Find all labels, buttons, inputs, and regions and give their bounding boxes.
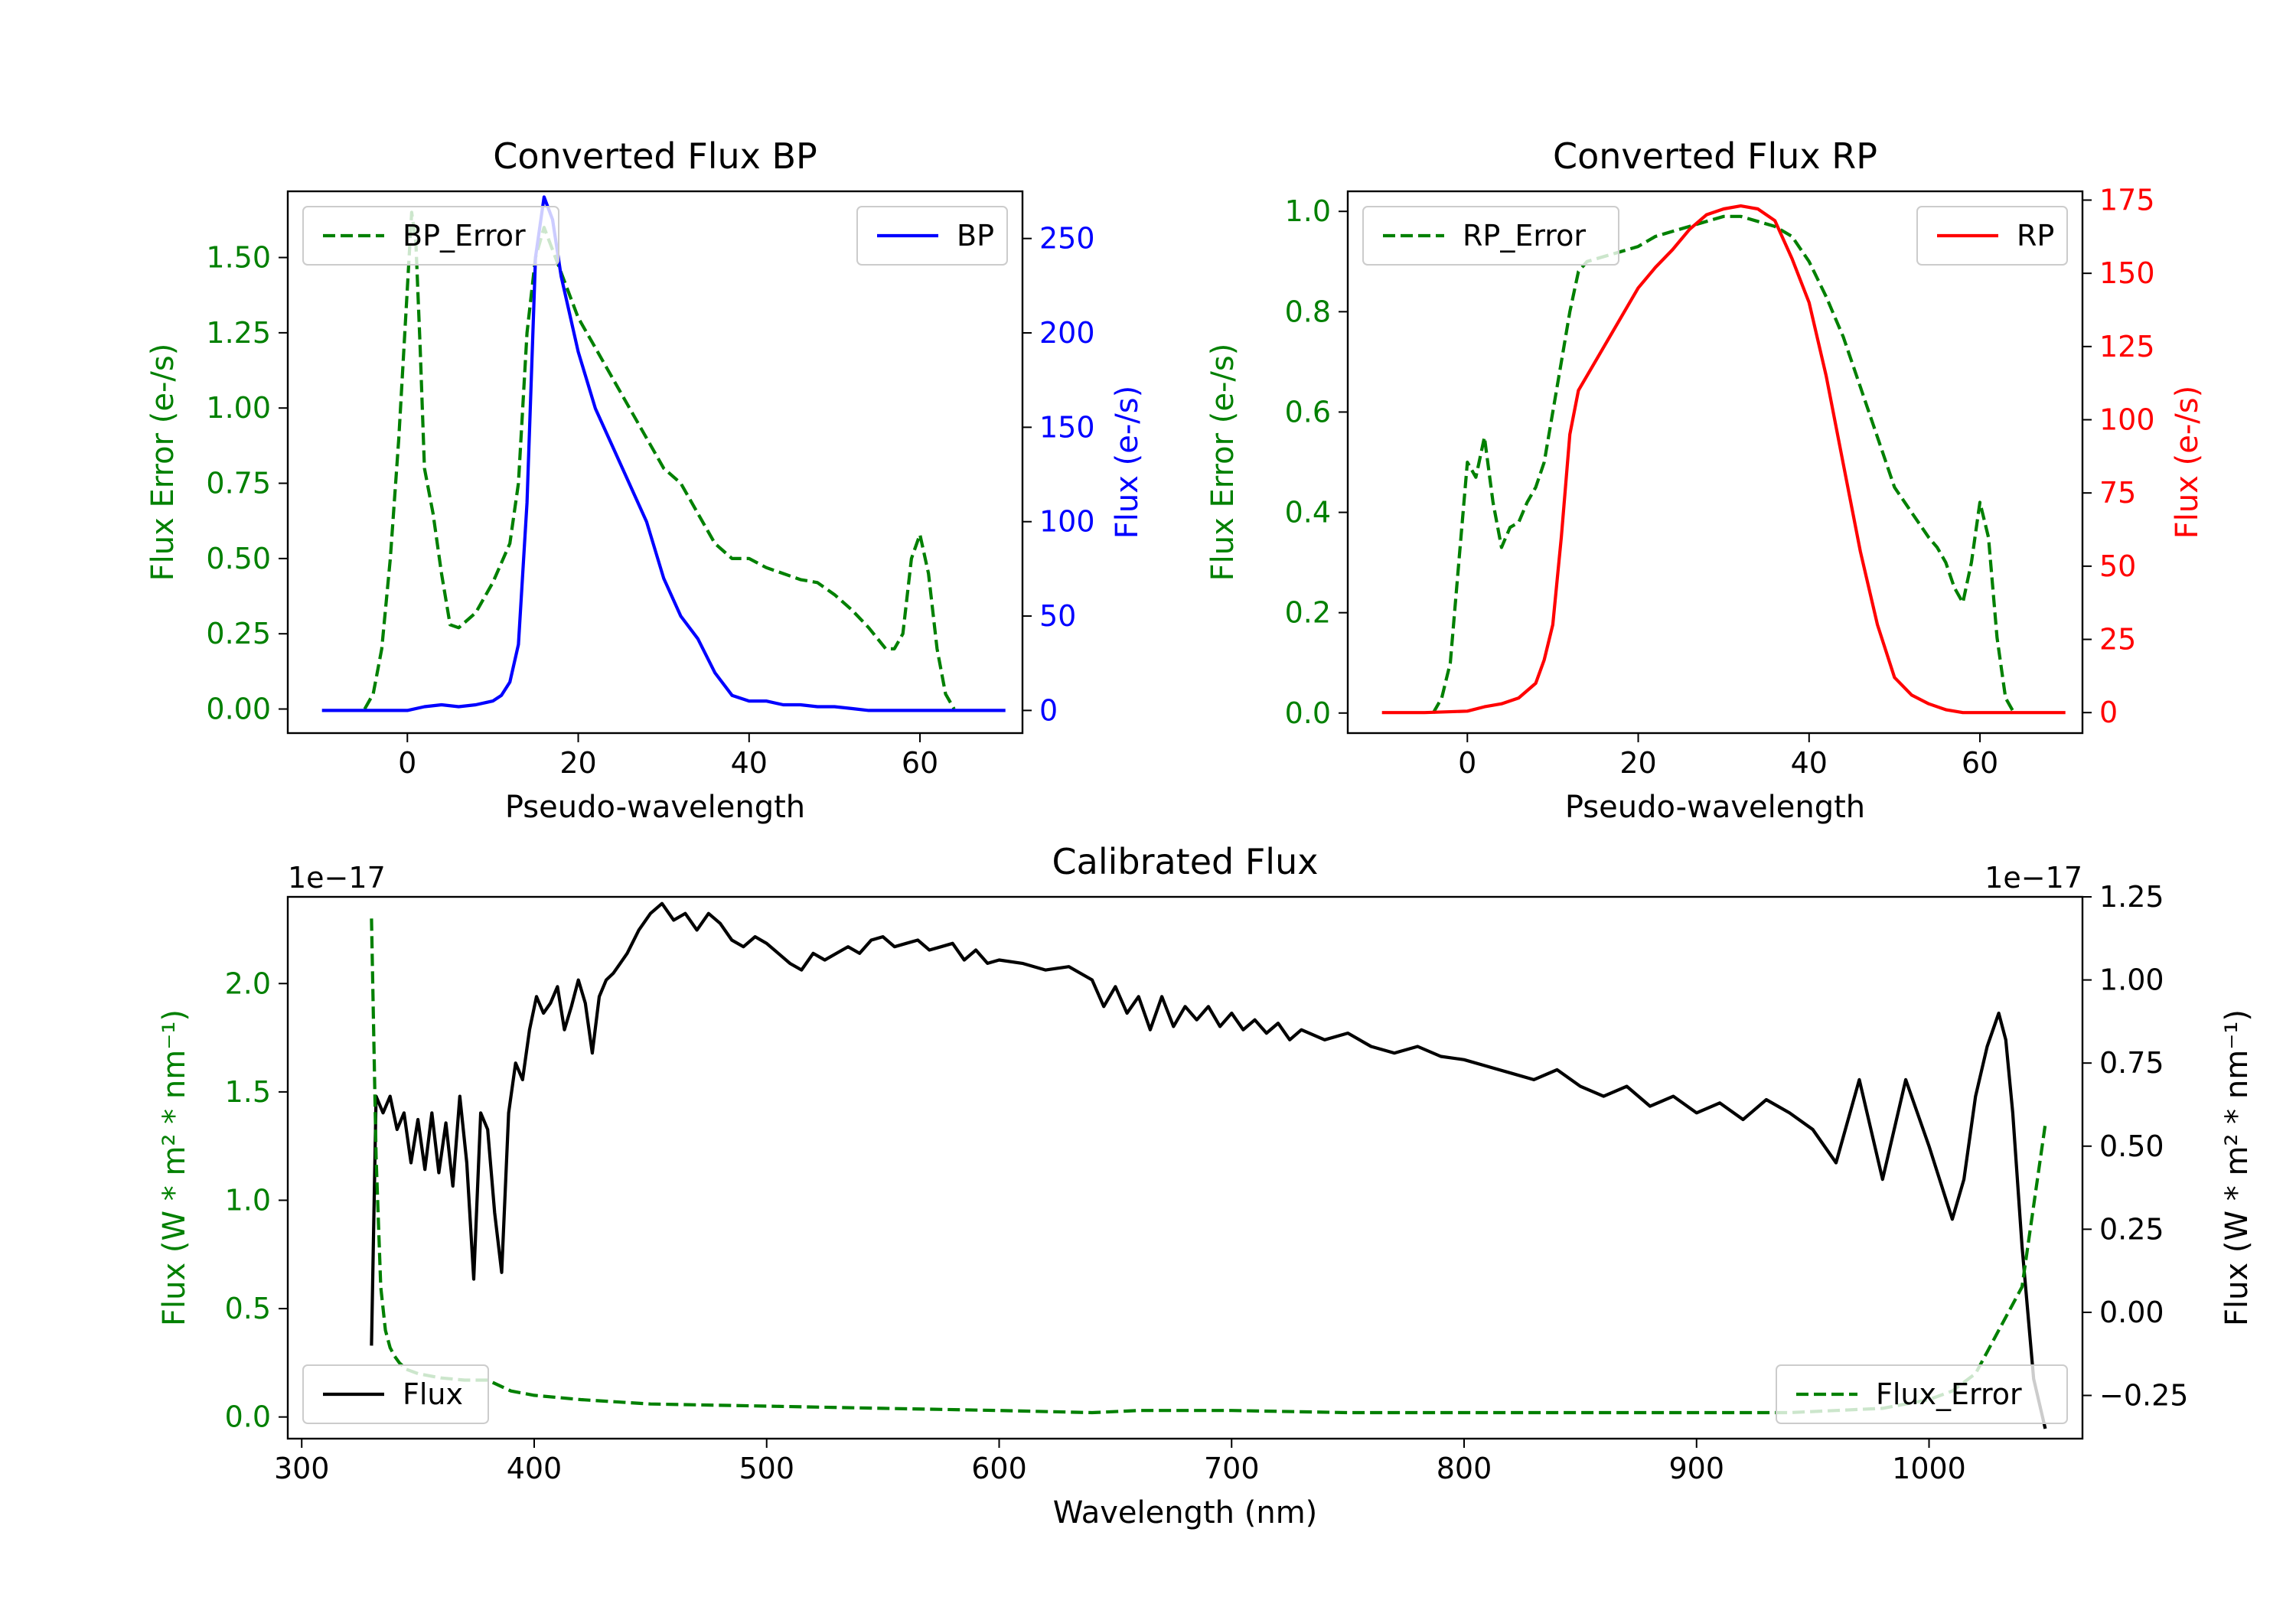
x-tick-label: 40 [731, 746, 768, 780]
x-tick-label: 400 [507, 1452, 563, 1485]
right-offset-label: 1e−17 [1985, 861, 2082, 895]
right-y-tick-label: 50 [1039, 599, 1076, 633]
plot-frame [1346, 190, 2084, 735]
chart-3: 300 400 500 600 700 800 900 1000 Wavelength (nm)… [157, 841, 2255, 1530]
legend-box [302, 206, 559, 266]
chart-2: 0 20 40 60 Pseudo-wavelength 0.0 0.2 0.4 0.6 0.8 1… [1205, 135, 2205, 825]
series-line-flux [370, 901, 2047, 1429]
x-tick-label: 500 [739, 1452, 794, 1485]
x-tick-label: 60 [902, 746, 938, 780]
right-y-tick-label: 25 [2099, 623, 2136, 657]
legend-rp: RP [1916, 206, 2068, 266]
right-y-axis-label: Flux (e-/s) [1110, 386, 1145, 539]
legend-label: RP_Error [1463, 219, 1586, 253]
left-y-tick-label: 0.0 [1285, 696, 1331, 730]
chart-title: Converted Flux BP [493, 135, 817, 177]
x-tick-label: 20 [559, 746, 596, 780]
left-y-tick-label: 0.6 [1285, 395, 1331, 429]
x-tick-label: 600 [971, 1452, 1027, 1485]
right-y-tick-label: 150 [1039, 410, 1095, 444]
x-tick-label: 40 [1791, 746, 1828, 780]
right-y-tick-label: 0.00 [2099, 1296, 2164, 1329]
x-tick-label: 20 [1619, 746, 1656, 780]
right-y-tick-label: 250 [1039, 222, 1095, 256]
right-y-tick-label: 175 [2099, 183, 2155, 217]
right-y-tick-label: −0.25 [2099, 1379, 2188, 1413]
left-y-axis-label: Flux Error (e-/s) [145, 344, 181, 582]
x-tick-label: 60 [1962, 746, 1998, 780]
right-y-tick-label: 0.75 [2099, 1046, 2164, 1080]
plot-frame [286, 895, 2084, 1440]
left-y-tick-label: 1.25 [206, 316, 271, 350]
left-y-tick-label: 0.4 [1285, 496, 1331, 530]
left-y-axis-label: Flux (W * m² * nm⁻¹) [157, 1009, 192, 1326]
legend-flux: Flux [302, 1364, 489, 1424]
series-line-flux-error [370, 918, 2047, 1415]
left-y-tick-label: 0.00 [206, 693, 271, 726]
legend-box [1776, 1364, 2068, 1424]
series-line-rp [1381, 204, 2066, 715]
left-y-tick-label: 0.50 [206, 542, 271, 575]
left-y-axis-label: Flux Error (e-/s) [1205, 344, 1241, 582]
legend-rp-error: RP_Error [1362, 206, 1619, 266]
x-axis-label: Pseudo-wavelength [505, 790, 805, 825]
left-y-tick-label: 1.0 [225, 1183, 271, 1217]
right-y-tick-label: 0 [1039, 693, 1058, 727]
right-y-tick-label: 75 [2099, 476, 2136, 510]
left-offset-label: 1e−17 [288, 861, 386, 895]
left-y-tick-label: 0.5 [225, 1292, 271, 1325]
legend-bp: BP [856, 206, 1008, 266]
plot-frame [286, 190, 1024, 735]
legend-box [1362, 206, 1619, 266]
legend-label: RP [2017, 219, 2054, 253]
right-y-axis-label: Flux (W * m² * nm⁻¹) [2219, 1009, 2255, 1326]
right-y-axis-label: Flux (e-/s) [2170, 386, 2205, 539]
legend-label: Flux_Error [1876, 1377, 2022, 1411]
series-line-bp [321, 195, 1006, 712]
x-tick-label: 700 [1204, 1452, 1260, 1485]
right-y-tick-label: 0.25 [2099, 1212, 2164, 1246]
x-axis-label: Wavelength (nm) [1053, 1495, 1318, 1530]
legend-label: BP [957, 219, 994, 253]
right-y-tick-label: 1.00 [2099, 963, 2164, 997]
x-tick-label: 900 [1668, 1452, 1724, 1485]
series-line-bp-error [363, 210, 956, 710]
right-y-tick-label: 125 [2099, 330, 2155, 363]
chart-1: 0 20 40 60 Pseudo-wavelength 0.00 0.25 0.50 0.75… [145, 135, 1145, 825]
chart-title: Calibrated Flux [1052, 841, 1319, 882]
x-tick-label: 1000 [1892, 1452, 1966, 1485]
left-y-tick-label: 0.25 [206, 617, 271, 650]
legend-flux-error: Flux_Error [1776, 1364, 2068, 1424]
legend-label: Flux [403, 1377, 463, 1411]
right-y-tick-label: 200 [1039, 316, 1095, 350]
series-line-rp-error [1431, 214, 2016, 714]
right-y-tick-label: 150 [2099, 256, 2155, 290]
left-y-tick-label: 1.5 [225, 1075, 271, 1109]
left-y-tick-label: 0.0 [225, 1400, 271, 1434]
left-y-tick-label: 0.8 [1285, 295, 1331, 328]
left-y-tick-label: 0.2 [1285, 596, 1331, 630]
right-y-tick-label: 100 [1039, 505, 1095, 539]
left-y-tick-label: 1.00 [206, 391, 271, 425]
right-y-tick-label: 50 [2099, 549, 2136, 583]
legend-label: BP_Error [403, 219, 526, 253]
left-y-tick-label: 1.0 [1285, 194, 1331, 228]
x-tick-label: 0 [398, 746, 416, 780]
x-tick-label: 0 [1458, 746, 1476, 780]
legend-bp-error: BP_Error [302, 206, 559, 266]
legend-box [302, 1364, 489, 1424]
right-y-tick-label: 0.50 [2099, 1129, 2164, 1163]
right-y-tick-label: 1.25 [2099, 880, 2164, 914]
x-tick-label: 800 [1437, 1452, 1492, 1485]
x-axis-label: Pseudo-wavelength [1565, 790, 1865, 825]
right-y-tick-label: 100 [2099, 403, 2155, 437]
left-y-tick-label: 2.0 [225, 966, 271, 1000]
chart-title: Converted Flux RP [1553, 135, 1877, 177]
x-tick-label: 300 [274, 1452, 330, 1485]
left-y-tick-label: 0.75 [206, 467, 271, 500]
left-y-tick-label: 1.50 [206, 241, 271, 275]
right-y-tick-label: 0 [2099, 696, 2118, 729]
